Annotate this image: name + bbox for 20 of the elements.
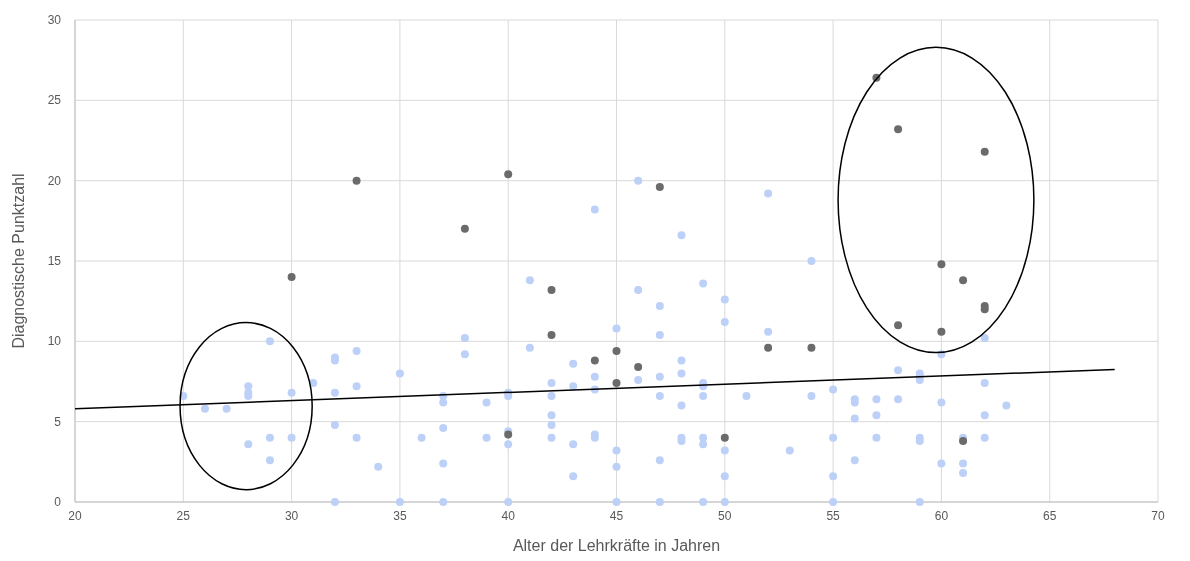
x-tick-label: 50 [718, 509, 732, 523]
y-tick-label: 0 [54, 495, 62, 509]
x-tick-label: 60 [934, 509, 949, 523]
y-tick-label: 5 [54, 414, 62, 429]
x-tick-label: 25 [176, 509, 191, 523]
x-tick-label: 55 [826, 509, 841, 523]
y-tick-label: 15 [47, 254, 62, 268]
y-axis-title: Diagnostische Punktzahl [10, 173, 27, 349]
y-tick-label: 20 [47, 173, 62, 188]
x-tick-label: 35 [393, 509, 407, 523]
y-tick-label: 10 [47, 334, 62, 349]
x-tick-label: 20 [68, 509, 82, 523]
x-tick-label: 40 [501, 509, 516, 523]
x-tick-label: 70 [1151, 509, 1165, 523]
x-tick-label: 65 [1043, 509, 1057, 523]
x-tick-label: 30 [284, 509, 299, 523]
x-axis-title: Alter der Lehrkräfte in Jahren [512, 537, 721, 554]
y-tick-label: 25 [47, 93, 62, 108]
x-tick-label: 45 [609, 509, 624, 523]
y-tick-label: 30 [47, 13, 62, 27]
